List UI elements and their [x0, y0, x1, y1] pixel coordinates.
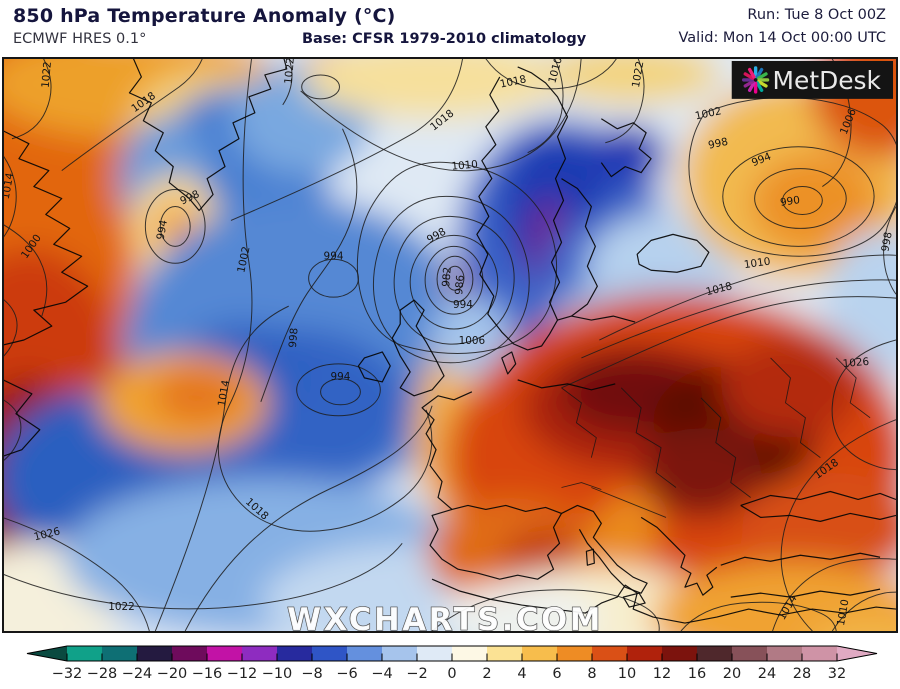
contour-label: 1010 [451, 158, 479, 172]
contour-label: 994 [155, 219, 170, 241]
page-title: 850 hPa Temperature Anomaly (°C) [13, 5, 396, 27]
colorbar-tick-label: 8 [587, 666, 596, 682]
contour-label: 1022 [283, 59, 297, 84]
contour-label: 1022 [630, 60, 646, 88]
colorbar-tick-label: −12 [227, 666, 258, 682]
colorbar-tick-label: 32 [828, 666, 846, 682]
contour-label: 990 [779, 194, 800, 209]
contour-label: 1010 [743, 256, 771, 272]
contour-label: 1010 [835, 598, 851, 626]
contour-label: 1002 [235, 245, 252, 274]
contour-label: 1018 [499, 73, 527, 90]
contour-label: 994 [331, 371, 351, 383]
colorbar-tick-label: 24 [758, 666, 776, 682]
colorbar-tick-label: 20 [723, 666, 741, 682]
colorbar-tick-label: −24 [122, 666, 153, 682]
isobar-contours [4, 59, 896, 631]
colorbar-tick-label: −28 [87, 666, 118, 682]
contour-label: 1002 [694, 105, 722, 122]
contour-label: 1026 [842, 356, 870, 370]
colorbar-tick-label: 2 [482, 666, 491, 682]
model-label: ECMWF HRES 0.1° [13, 31, 147, 47]
colorbar-tick-label: −10 [262, 666, 293, 682]
colorbar-tick-label: −2 [406, 666, 427, 682]
colorbar-tick-label: −32 [52, 666, 83, 682]
colorbar-tick-label: −16 [192, 666, 223, 682]
colorbar-tick-label: 10 [618, 666, 636, 682]
contour-label: 994 [324, 250, 344, 262]
contour-label: 998 [707, 136, 729, 152]
colorbar-tick-label: 6 [552, 666, 561, 682]
colorbar-tick-label: 28 [793, 666, 811, 682]
metdesk-logo: MetDesk [731, 60, 894, 99]
colorbar-tick-label: 4 [517, 666, 526, 682]
colorbar-tick-label: 12 [653, 666, 671, 682]
contour-label: 998 [879, 231, 894, 253]
contour-label: 986 [453, 274, 467, 295]
contour-label: 1022 [108, 601, 135, 613]
colorbar: −32 −28 −24 −20 −16 −12 −10 −8 −6 −4 −2 0 2 4 6 8 10 12 16… [26, 645, 878, 682]
contour-label: 1022 [40, 61, 54, 89]
colorbar-tick-label: −20 [157, 666, 188, 682]
valid-time-label: Valid: Mon 14 Oct 00:00 UTC [678, 30, 887, 46]
metdesk-pinwheel-icon [741, 66, 770, 94]
header: 850 hPa Temperature Anomaly (°C) ECMWF H… [0, 0, 900, 57]
colorbar-tick-label: 0 [447, 666, 456, 682]
metdesk-logo-text: MetDesk [773, 66, 882, 95]
colorbar-segments [26, 645, 878, 662]
colorbar-tick-label: −8 [301, 666, 322, 682]
contour-label: 994 [453, 299, 473, 311]
contour-label: 1006 [459, 335, 486, 347]
contour-label: 998 [287, 327, 301, 348]
temperature-anomaly-field [4, 59, 896, 631]
colorbar-tick-label: −6 [336, 666, 357, 682]
run-time-label: Run: Tue 8 Oct 00Z [747, 7, 886, 23]
climatology-base-label: Base: CFSR 1979-2010 climatology [302, 31, 587, 47]
contour-label: 982 [440, 267, 454, 288]
map-canvas: 1022 1018 1014 1000 998 994 1002 994 998 1018 1022… [2, 57, 898, 633]
watermark: WXCHARTS.COM [287, 602, 603, 631]
colorbar-tick-label: 16 [688, 666, 706, 682]
contour-label: 1014 [216, 379, 232, 408]
colorbar-labels: −32 −28 −24 −20 −16 −12 −10 −8 −6 −4 −2 0 2 4 6 8 10 12 16… [52, 666, 847, 682]
coastlines [4, 59, 896, 624]
colorbar-tick-label: −4 [371, 666, 392, 682]
